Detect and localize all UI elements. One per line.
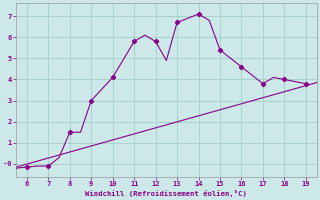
X-axis label: Windchill (Refroidissement éolien,°C): Windchill (Refroidissement éolien,°C)	[85, 190, 247, 197]
